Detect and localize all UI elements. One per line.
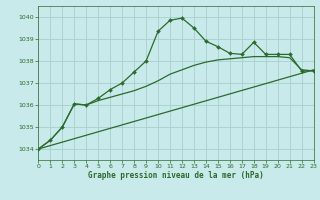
X-axis label: Graphe pression niveau de la mer (hPa): Graphe pression niveau de la mer (hPa) <box>88 171 264 180</box>
